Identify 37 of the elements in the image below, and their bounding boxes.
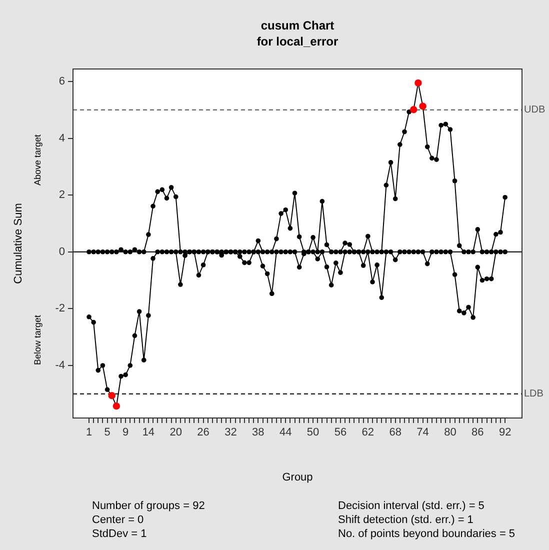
text: StdDev = 1 [92,528,147,540]
text: Above target [32,134,42,186]
chart-subtitle: for local_error [256,34,339,48]
x-tick-label: 80 [444,426,456,439]
y-tick-label: 6 [58,76,65,88]
text: No. of points beyond boundaries = 5 [338,528,516,540]
y-tick-label: 0 [58,246,65,258]
x-tick-label: 20 [170,426,182,439]
y-tick-label: 2 [58,189,65,202]
x-tick-label: 5 [104,426,110,439]
x-tick-label: 26 [197,426,210,439]
x-tick-label: 38 [252,426,264,439]
x-tick-label: 14 [142,426,155,439]
x-tick-label: 44 [279,426,292,439]
y-tick-label: -4 [55,359,65,372]
ref-line-label: LDB [524,388,544,400]
y-tick-label: 4 [58,132,65,144]
x-tick-label: 74 [416,426,429,439]
x-tick-label: 32 [224,426,237,439]
text: Decision interval (std. err.) = 5 [338,500,484,512]
y-tick-label: -2 [55,302,65,315]
x-tick-label: 50 [306,426,320,439]
x-tick-label: 56 [334,426,347,439]
text: Below target [32,314,42,366]
x-axis-title: Group [282,471,313,484]
text: Center = 0 [92,514,144,526]
text: Number of groups = 92 [92,500,205,512]
x-tick-label: 86 [472,426,484,439]
x-tick-label: 1 [86,426,92,439]
text: Shift detection (std. err.) = 1 [338,514,474,526]
x-tick-label: 68 [389,426,402,439]
x-tick-label: 9 [122,426,129,439]
x-tick-label: 62 [362,426,374,439]
x-tick-label: 92 [498,426,512,439]
y-axis-title: Cumulative Sum [12,203,25,284]
chart-title: cusum Chart [260,18,334,32]
ref-line-label: UDB [524,104,546,116]
